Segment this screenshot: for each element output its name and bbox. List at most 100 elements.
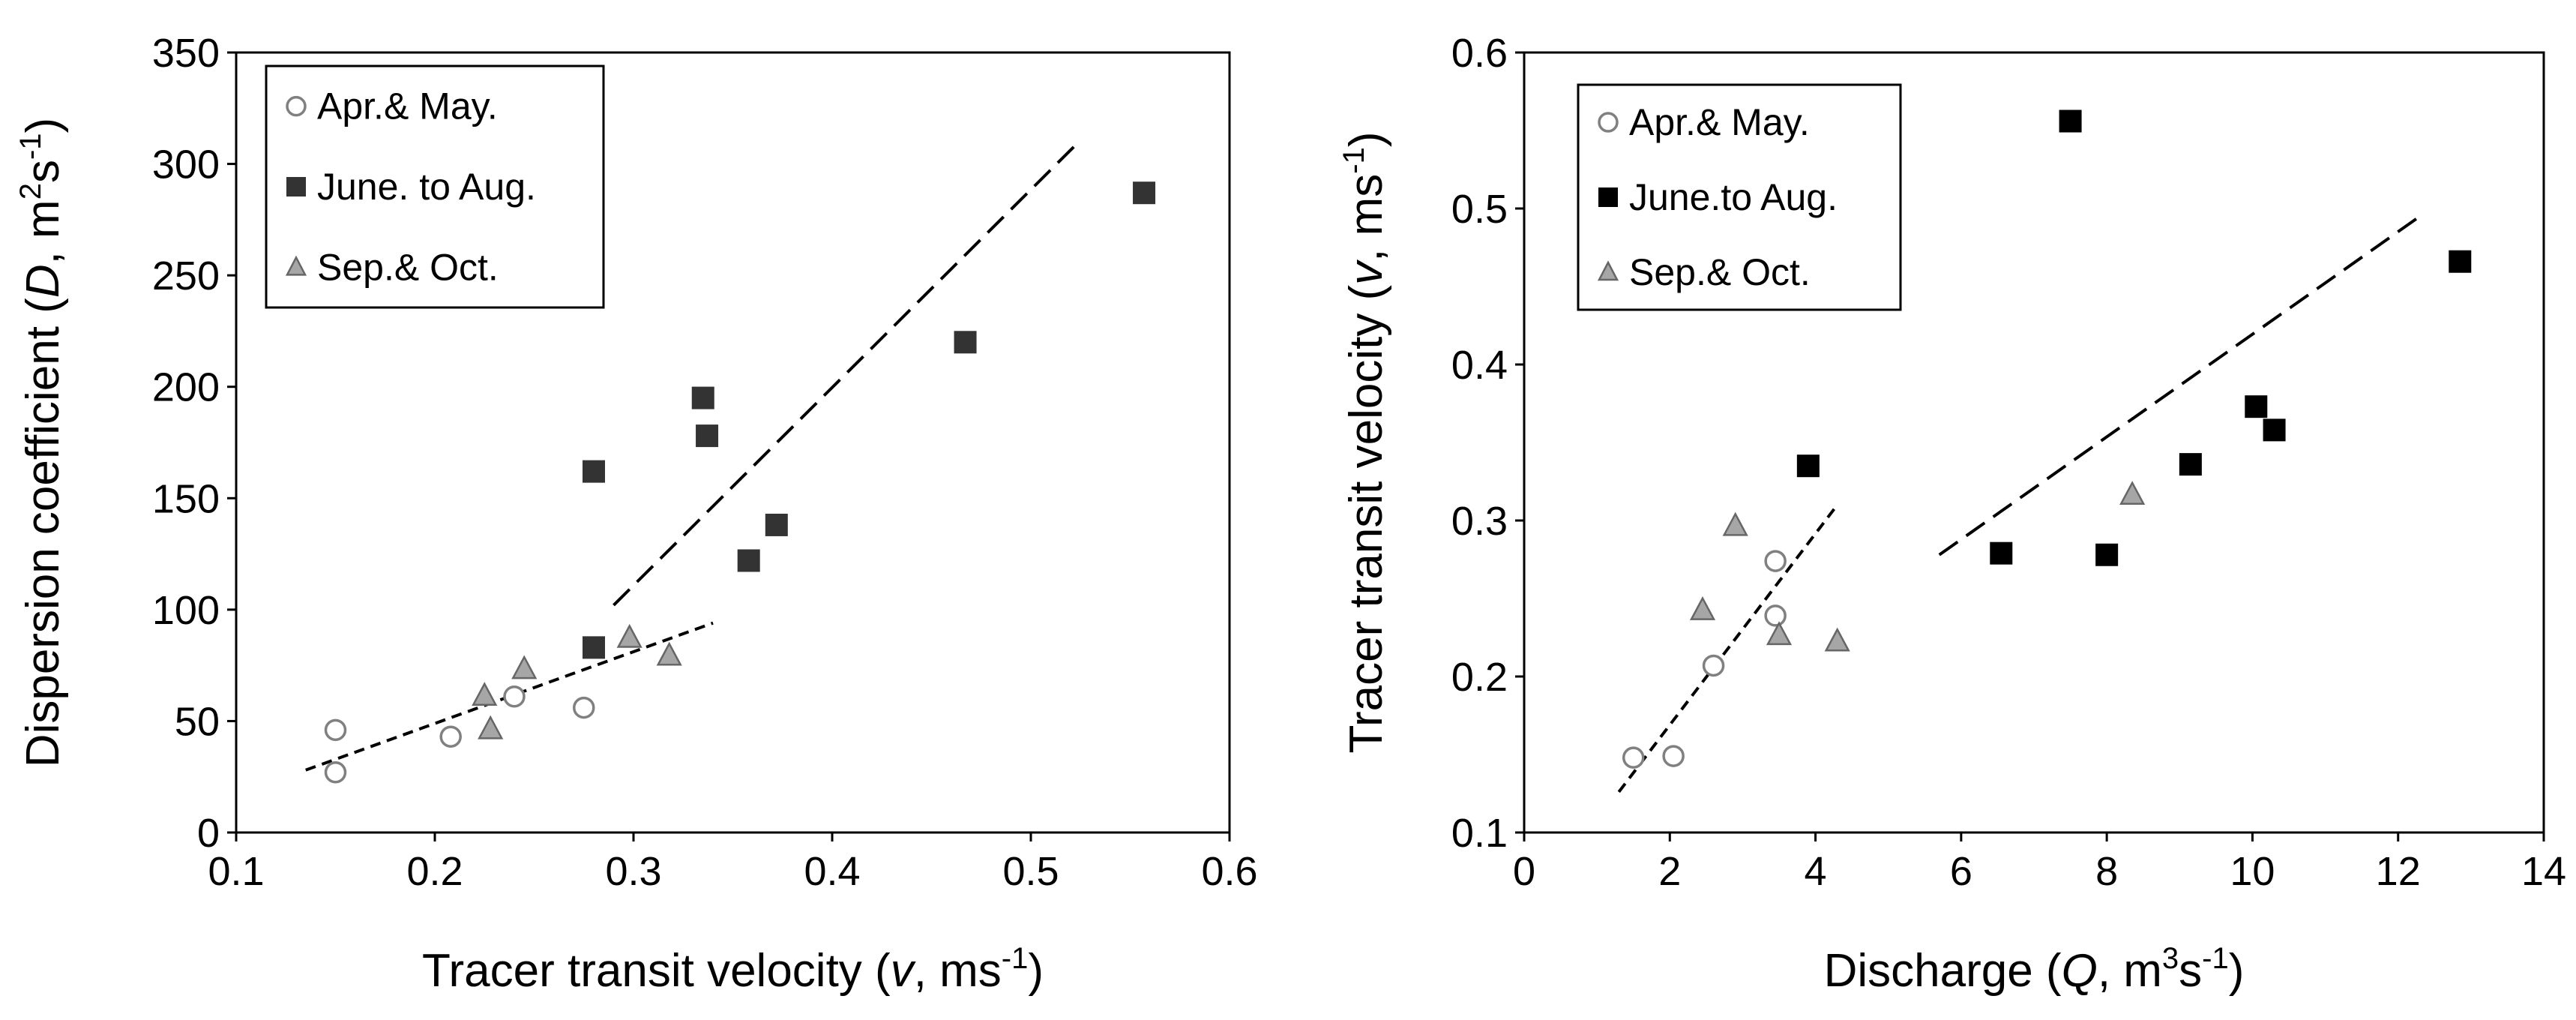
legend-label: June.to Aug. bbox=[1629, 176, 1838, 218]
axis-label-variable: D bbox=[17, 264, 69, 298]
data-point-circle bbox=[1702, 654, 1725, 677]
x-axis-title: Discharge (Q, m3s-1) bbox=[1824, 942, 2245, 997]
axis-label-superscript: 3 bbox=[2162, 942, 2179, 975]
data-point-square bbox=[954, 331, 977, 354]
data-point-square bbox=[583, 460, 605, 483]
june-aug-trend-line bbox=[1938, 214, 2422, 556]
data-point-circle bbox=[1622, 746, 1645, 769]
x-tick-label: 2 bbox=[1658, 849, 1681, 894]
apr-sep-trend-line bbox=[1617, 503, 1839, 794]
data-point-circle bbox=[1662, 745, 1685, 767]
legend-label: Apr.& May. bbox=[317, 86, 498, 128]
x-tick-label: 8 bbox=[2095, 849, 2118, 894]
data-point-triangle bbox=[1824, 627, 1850, 652]
axis-label-text: Discharge ( bbox=[1824, 945, 2062, 997]
series-circle bbox=[324, 685, 595, 784]
legend-marker-square bbox=[286, 177, 306, 196]
y-axis-title: Dispersion coefficient (D, m2s-1) bbox=[14, 118, 69, 767]
axis-label-text: Tracer transit velocity ( bbox=[1340, 284, 1392, 753]
x-tick-label: 6 bbox=[1950, 849, 1972, 894]
legend: Apr.& May. June. to Aug. Sep.& Oct. bbox=[265, 64, 605, 309]
data-point-square bbox=[2449, 250, 2472, 273]
y-tick-label: 100 bbox=[152, 588, 220, 633]
data-point-triangle bbox=[616, 623, 643, 648]
data-point-square bbox=[737, 549, 760, 572]
legend-box bbox=[1577, 83, 1902, 311]
y-tick-label: 250 bbox=[152, 254, 220, 298]
y-tick-label: 0.6 bbox=[1451, 31, 1508, 76]
legend-box bbox=[265, 64, 605, 309]
axis-label-text: Tracer transit velocity ( bbox=[422, 945, 891, 997]
axis-label-unit: s bbox=[2179, 945, 2202, 997]
data-point-square bbox=[2263, 418, 2286, 442]
data-point-square bbox=[583, 636, 605, 659]
y-tick-label: 0.3 bbox=[1451, 499, 1508, 544]
axis-label-superscript: -1 bbox=[2202, 942, 2229, 975]
data-point-triangle bbox=[1766, 621, 1793, 646]
data-point-square bbox=[2059, 110, 2082, 133]
series-circle bbox=[1622, 550, 1787, 769]
plot-area-frame bbox=[235, 51, 1231, 834]
legend-marker-triangle bbox=[285, 255, 307, 276]
axis-label-variable: v bbox=[891, 945, 916, 997]
axis-label-superscript: -1 bbox=[1337, 147, 1370, 174]
axis-label-text: ) bbox=[1340, 131, 1392, 147]
legend: Apr.& May. June.to Aug. Sep.& Oct. bbox=[1577, 83, 1902, 311]
data-point-triangle bbox=[2119, 481, 2146, 505]
data-point-triangle bbox=[1722, 512, 1748, 536]
data-point-square bbox=[2245, 395, 2268, 418]
legend-marker-circle bbox=[1598, 112, 1619, 133]
june-aug-trend-line bbox=[613, 145, 1076, 607]
x-tick-label: 14 bbox=[2521, 849, 2566, 894]
x-tick-label: 0 bbox=[1513, 849, 1535, 894]
y-axis-title: Tracer transit velocity (v, ms-1) bbox=[1337, 131, 1392, 753]
axis-label-text: ) bbox=[2229, 945, 2245, 997]
plot-area-frame bbox=[1523, 51, 2545, 834]
data-point-circle bbox=[1764, 604, 1787, 627]
data-point-triangle bbox=[1689, 596, 1716, 620]
legend-label: June. to Aug. bbox=[317, 166, 536, 208]
data-point-triangle bbox=[656, 641, 682, 666]
data-point-square bbox=[2095, 543, 2119, 566]
y-tick-label: 50 bbox=[175, 699, 220, 744]
y-tick-label: 0 bbox=[197, 811, 220, 856]
left-chart: 0 50 100 150 200 250 300 350 0.1 0.2 0.3 0.4 0.5 0.6 T… bbox=[14, 31, 1258, 997]
right-chart: 0.1 0.2 0.3 0.4 0.5 0.6 0 2 4 6 8 10 12 14 Discharge (… bbox=[1337, 31, 2566, 997]
x-tick-label: 0.1 bbox=[208, 849, 264, 894]
axis-label-text: ) bbox=[1028, 945, 1044, 997]
data-point-circle bbox=[1764, 550, 1787, 572]
data-point-square bbox=[696, 424, 719, 448]
x-tick-label: 10 bbox=[2230, 849, 2275, 894]
legend-label: Sep.& Oct. bbox=[1629, 251, 1811, 293]
y-tick-label: 0.2 bbox=[1451, 655, 1508, 700]
x-tick-label: 12 bbox=[2376, 849, 2421, 894]
axis-label-unit: s bbox=[17, 160, 69, 183]
x-tick-label: 0.3 bbox=[605, 849, 661, 894]
data-point-circle bbox=[503, 685, 526, 708]
data-point-triangle bbox=[478, 715, 504, 740]
legend-label: Apr.& May. bbox=[1629, 101, 1810, 143]
x-tick-label: 4 bbox=[1805, 849, 1827, 894]
axis-label-superscript: -1 bbox=[14, 133, 47, 160]
axis-label-superscript: 2 bbox=[14, 183, 47, 200]
axis-label-variable: v bbox=[1340, 260, 1392, 285]
series-triangle bbox=[1689, 481, 2146, 652]
y-tick-label: 350 bbox=[152, 31, 220, 76]
series-square bbox=[1796, 110, 2472, 566]
data-point-square bbox=[1133, 182, 1156, 205]
y-tick-label: 0.1 bbox=[1451, 811, 1508, 856]
axis-label-superscript: -1 bbox=[1002, 942, 1029, 975]
axis-label-unit: , m bbox=[17, 200, 69, 264]
series-square bbox=[583, 182, 1156, 659]
data-point-square bbox=[1796, 454, 1820, 478]
y-tick-label: 200 bbox=[152, 365, 220, 410]
legend-label: Sep.& Oct. bbox=[317, 246, 499, 288]
data-point-triangle bbox=[511, 655, 538, 680]
axis-label-text: ) bbox=[17, 118, 69, 134]
x-tick-label: 0.2 bbox=[406, 849, 463, 894]
data-point-square bbox=[691, 386, 714, 410]
data-point-triangle bbox=[472, 682, 498, 706]
x-tick-label: 0.4 bbox=[804, 849, 860, 894]
legend-marker-square bbox=[1598, 188, 1618, 207]
legend-marker-triangle bbox=[1597, 260, 1619, 281]
